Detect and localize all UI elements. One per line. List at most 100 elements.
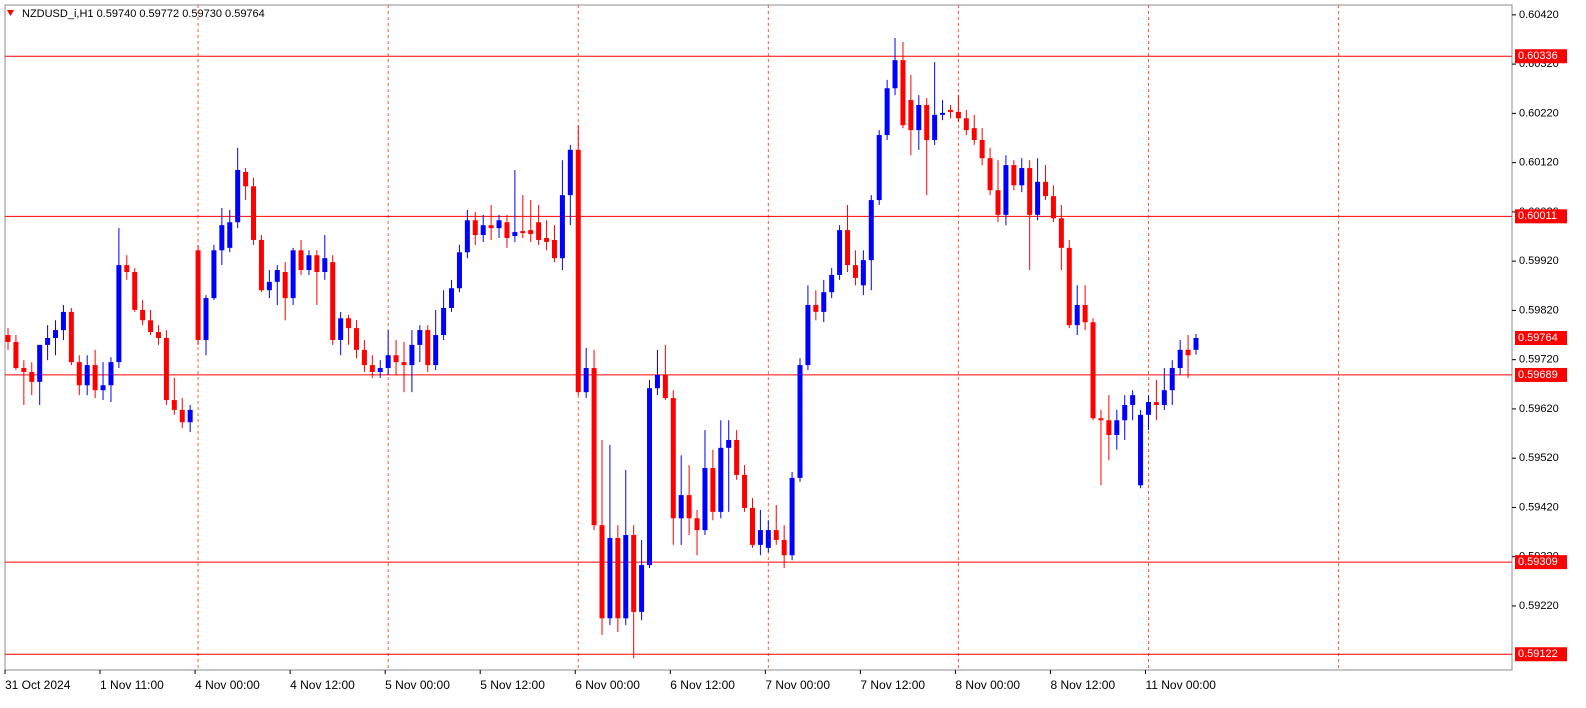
candle-body bbox=[330, 262, 336, 340]
candle-body bbox=[100, 385, 106, 391]
candle-body bbox=[559, 195, 565, 259]
candle-body bbox=[987, 158, 993, 191]
current-price-label: 0.59764 bbox=[1518, 332, 1558, 344]
x-tick-label: 6 Nov 00:00 bbox=[575, 678, 640, 692]
candle-body bbox=[868, 200, 874, 261]
candle-body bbox=[377, 368, 383, 372]
plot-frame bbox=[4, 4, 1513, 671]
candle-body bbox=[1058, 218, 1064, 248]
candle-body bbox=[1114, 420, 1120, 436]
candle-body bbox=[813, 304, 819, 312]
candle-body bbox=[1090, 322, 1096, 419]
candle-body bbox=[551, 239, 557, 259]
candle-body bbox=[433, 335, 439, 366]
candle-body bbox=[528, 230, 534, 235]
candle-body bbox=[916, 104, 922, 131]
candle-body bbox=[353, 328, 359, 350]
x-tick-label: 6 Nov 12:00 bbox=[670, 678, 735, 692]
candle-body bbox=[773, 530, 779, 540]
candle-body bbox=[409, 344, 415, 366]
title-arrow bbox=[7, 10, 14, 16]
x-tick-label: 5 Nov 12:00 bbox=[480, 678, 545, 692]
candle-body bbox=[995, 190, 1001, 215]
candle-body bbox=[932, 114, 938, 140]
candle-body bbox=[726, 439, 732, 448]
candle-body bbox=[338, 318, 344, 340]
candle-body bbox=[694, 518, 700, 531]
candle-body bbox=[749, 507, 755, 545]
candle-body bbox=[742, 474, 748, 508]
candle-body bbox=[876, 135, 882, 201]
level-label-bg bbox=[1515, 49, 1567, 64]
candle-body bbox=[1161, 390, 1167, 405]
candle-body bbox=[449, 288, 455, 308]
candle-body bbox=[227, 222, 233, 248]
candle-body bbox=[971, 128, 977, 140]
candle-body bbox=[219, 225, 225, 251]
x-tick-label: 4 Nov 12:00 bbox=[290, 678, 355, 692]
x-tick-label: 7 Nov 00:00 bbox=[765, 678, 830, 692]
level-label: 0.60011 bbox=[1518, 210, 1557, 222]
candle-body bbox=[13, 341, 19, 369]
candle-body bbox=[845, 230, 851, 266]
candle-body bbox=[805, 304, 811, 366]
candle-body bbox=[282, 271, 288, 299]
candle-body bbox=[68, 311, 74, 363]
candle-body bbox=[37, 344, 43, 382]
candle-body bbox=[155, 332, 161, 338]
candle-body bbox=[116, 265, 122, 363]
y-tick-label: 0.59920 bbox=[1519, 255, 1559, 267]
candle-body bbox=[1177, 349, 1183, 369]
candle-body bbox=[829, 274, 835, 293]
candle-body bbox=[1011, 165, 1017, 186]
y-tick-label: 0.59720 bbox=[1519, 354, 1559, 366]
candle-body bbox=[1019, 168, 1025, 186]
candle-body bbox=[179, 409, 185, 423]
candle-body bbox=[124, 265, 130, 272]
candle-body bbox=[940, 112, 946, 115]
candle-body bbox=[1169, 368, 1175, 391]
candle-body bbox=[591, 368, 597, 526]
candle-body bbox=[797, 365, 803, 478]
candle-body bbox=[251, 186, 257, 240]
level-label-bg bbox=[1515, 209, 1567, 224]
candle-body bbox=[456, 252, 462, 289]
candle-body bbox=[1074, 304, 1080, 326]
candle-body bbox=[441, 307, 447, 336]
candle-body bbox=[195, 250, 201, 340]
candle-body bbox=[615, 537, 621, 619]
candle-body bbox=[631, 535, 637, 612]
candle-body bbox=[821, 292, 827, 312]
level-label: 0.60336 bbox=[1518, 50, 1558, 62]
candle-body bbox=[623, 535, 629, 619]
candle-body bbox=[1145, 402, 1151, 415]
candle-body bbox=[148, 320, 154, 333]
candle-body bbox=[203, 298, 209, 340]
candle-body bbox=[1130, 395, 1136, 405]
candle-body bbox=[955, 111, 961, 119]
x-tick-label: 5 Nov 00:00 bbox=[385, 678, 450, 692]
candle-body bbox=[480, 225, 486, 236]
candle-body bbox=[1138, 414, 1144, 486]
y-tick-label: 0.59820 bbox=[1519, 304, 1559, 316]
candle-body bbox=[599, 525, 605, 619]
candle-body bbox=[544, 237, 550, 242]
candle-body bbox=[258, 239, 264, 291]
candle-body bbox=[647, 388, 653, 566]
candle-body bbox=[132, 271, 138, 310]
candle-body bbox=[1050, 196, 1056, 219]
candle-body bbox=[21, 368, 27, 372]
candle-body bbox=[108, 362, 114, 386]
candle-body bbox=[1003, 165, 1009, 215]
candle-body bbox=[892, 60, 898, 89]
candle-body bbox=[734, 439, 740, 475]
candle-body bbox=[417, 330, 423, 345]
candle-body bbox=[1106, 420, 1112, 436]
candle-body bbox=[1035, 181, 1041, 215]
candle-body bbox=[765, 530, 771, 548]
candle-body bbox=[464, 220, 470, 253]
candle-body bbox=[235, 170, 241, 223]
candle-body bbox=[92, 365, 98, 391]
candle-body bbox=[369, 365, 375, 372]
candle-body bbox=[29, 371, 35, 382]
